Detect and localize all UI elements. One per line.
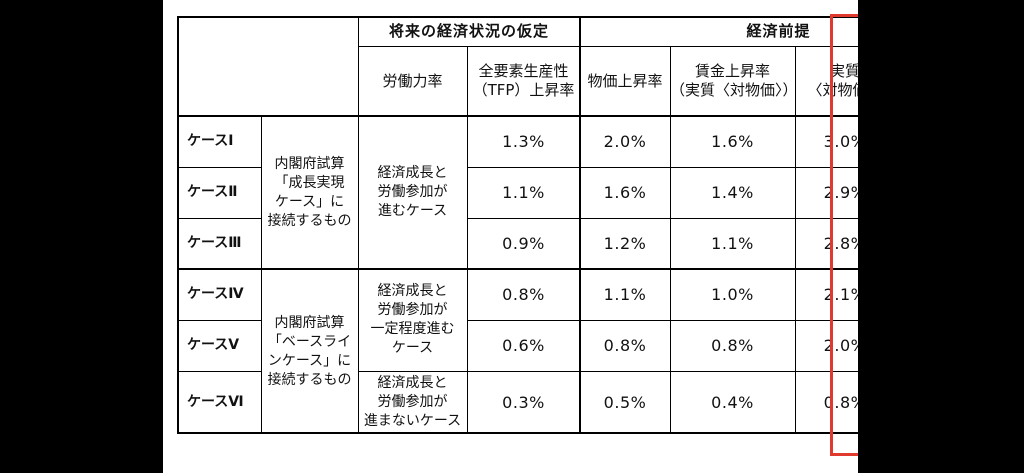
case-label: ケースⅠ xyxy=(187,133,234,149)
labor-note-1: 経済成長と 労働参加が 進むケース xyxy=(377,165,448,219)
row-rule xyxy=(177,218,261,219)
labor-note-2: 経済成長と 労働参加が 一定程度進む ケース xyxy=(370,283,455,356)
tfp-value: 0.9% xyxy=(502,234,545,253)
document-page: 将来の経済状況の仮定 経済前提 労働力率 全要素生産性 （TFP）上昇率 物価上… xyxy=(163,0,858,473)
row-rule xyxy=(467,320,858,321)
price-value: 1.1% xyxy=(603,285,647,304)
group-label-baseline: 内閣府試算 「ベースライ ンケース」に 接続するもの xyxy=(267,314,352,388)
price-value: 1.6% xyxy=(603,183,647,202)
col-rule xyxy=(467,46,468,434)
case-label: ケースⅣ xyxy=(187,286,244,302)
col-rule xyxy=(670,46,671,434)
tfp-value: 1.1% xyxy=(502,183,545,202)
price-value: 0.5% xyxy=(603,393,647,412)
table-border-left xyxy=(177,16,179,434)
col-rule xyxy=(579,16,581,434)
row-rule xyxy=(177,320,261,321)
row-rule xyxy=(358,371,858,372)
wage-value: 1.0% xyxy=(711,285,754,304)
price-value: 2.0% xyxy=(603,132,647,151)
case-label: ケースⅢ xyxy=(187,235,242,251)
case-label: ケースⅡ xyxy=(187,184,238,200)
tfp-value: 1.3% xyxy=(502,132,545,151)
labor-note-3: 経済成長と 労働参加が 進まないケース xyxy=(363,375,462,429)
col-rule xyxy=(261,116,262,434)
price-value: 1.2% xyxy=(603,234,647,253)
wage-value: 1.6% xyxy=(711,132,754,151)
header-tfp: 全要素生産性 （TFP）上昇率 xyxy=(472,62,575,99)
tfp-value: 0.8% xyxy=(502,285,545,304)
wage-value: 0.8% xyxy=(711,336,754,355)
table-border-bottom xyxy=(177,432,858,434)
header-labor-rate: 労働力率 xyxy=(382,71,443,90)
group-label-growth: 内閣府試算 「成長実現 ケース」に 接続するもの xyxy=(267,155,352,229)
highlight-box xyxy=(830,14,858,456)
tfp-value: 0.6% xyxy=(502,336,545,355)
wage-value: 1.1% xyxy=(711,234,754,253)
case-label: ケースⅥ xyxy=(187,394,244,410)
tfp-value: 0.3% xyxy=(502,393,545,412)
header-bottom-rule xyxy=(177,115,858,117)
col-rule xyxy=(795,46,796,434)
header-wage-rise: 賃金上昇率 （実質〈対物価〉） xyxy=(670,62,798,99)
row-rule xyxy=(177,371,261,372)
price-value: 0.8% xyxy=(603,336,647,355)
row-rule xyxy=(467,218,858,219)
header-rule xyxy=(358,46,858,47)
header-price-rise: 物価上昇率 xyxy=(587,71,663,90)
group-rule xyxy=(177,268,858,270)
row-rule xyxy=(177,167,261,168)
col-rule xyxy=(358,16,359,434)
home-indicator[interactable] xyxy=(381,455,643,461)
wage-value: 0.4% xyxy=(711,393,754,412)
economic-assumptions-table: 将来の経済状況の仮定 経済前提 労働力率 全要素生産性 （TFP）上昇率 物価上… xyxy=(177,16,858,434)
header-group-assumptions: 将来の経済状況の仮定 xyxy=(388,21,549,40)
case-label: ケースⅤ xyxy=(187,337,240,353)
wage-value: 1.4% xyxy=(711,183,754,202)
row-rule xyxy=(467,167,858,168)
table-border-top xyxy=(177,16,858,18)
header-group-economic-premise: 経済前提 xyxy=(746,21,811,40)
